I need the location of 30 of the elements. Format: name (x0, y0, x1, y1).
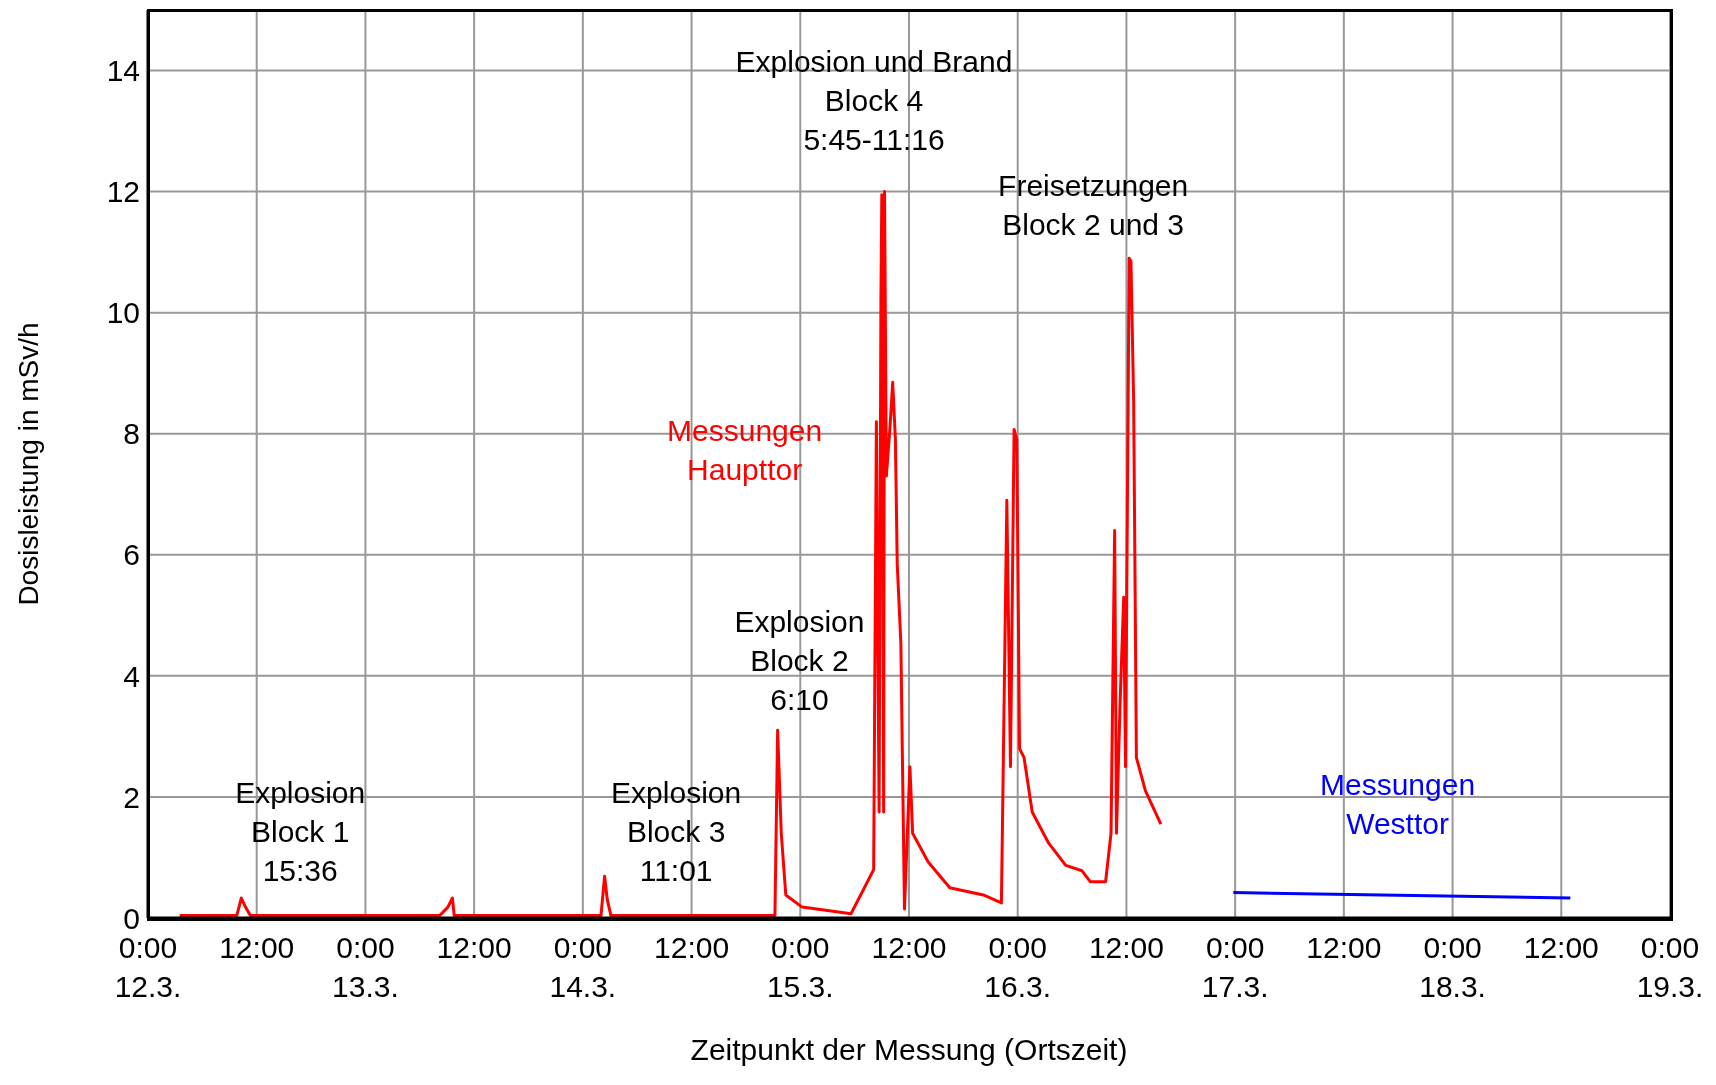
x-tick-label: 12:00 (1088, 930, 1164, 964)
y-tick-label: 2 (123, 780, 140, 814)
annotation: Freisetzungen Block 2 und 3 (998, 169, 1189, 242)
x-tick-label: 12:00 (1523, 930, 1599, 964)
annotation: Explosion Block 1 15:36 (235, 775, 366, 887)
y-tick-label: 12 (106, 175, 140, 209)
y-tick-label: 10 (106, 296, 140, 330)
y-tick-label: 8 (123, 417, 140, 451)
x-axis-title: Zeitpunkt der Messung (Ortszeit) (690, 1033, 1128, 1066)
x-tick-label: 0:00 18.3. (1419, 930, 1486, 1003)
annotation: Explosion Block 2 6:10 (734, 605, 865, 717)
y-axis-title: Dosisleistung in mSv/h (12, 322, 44, 606)
x-tick-label: 0:00 15.3. (766, 930, 834, 1003)
x-tick-label: 0:00 19.3. (1636, 930, 1704, 1003)
x-tick-label: 12:00 (1306, 930, 1382, 964)
annotation: Explosion und Brand Block 4 5:45-11:16 (735, 44, 1013, 156)
series-label: Messungen Haupttor (667, 414, 823, 487)
x-tick-label: 12:00 (219, 930, 295, 964)
annotation: Explosion Block 3 11:01 (611, 775, 742, 887)
x-tick-label: 12:00 (436, 930, 512, 964)
x-tick-label: 0:00 13.3. (332, 930, 399, 1003)
y-tick-label: 14 (106, 54, 140, 88)
x-tick-label: 12:00 (871, 930, 947, 964)
x-tick-label: 0:00 14.3. (549, 930, 617, 1003)
x-tick-label: 0:00 16.3. (984, 930, 1052, 1003)
x-tick-label: 0:00 17.3. (1201, 930, 1269, 1003)
x-tick-label: 12:00 (654, 930, 730, 964)
y-tick-label: 6 (123, 538, 140, 572)
y-tick-label: 4 (123, 659, 140, 693)
series-label: Messungen Westtor (1320, 768, 1476, 841)
